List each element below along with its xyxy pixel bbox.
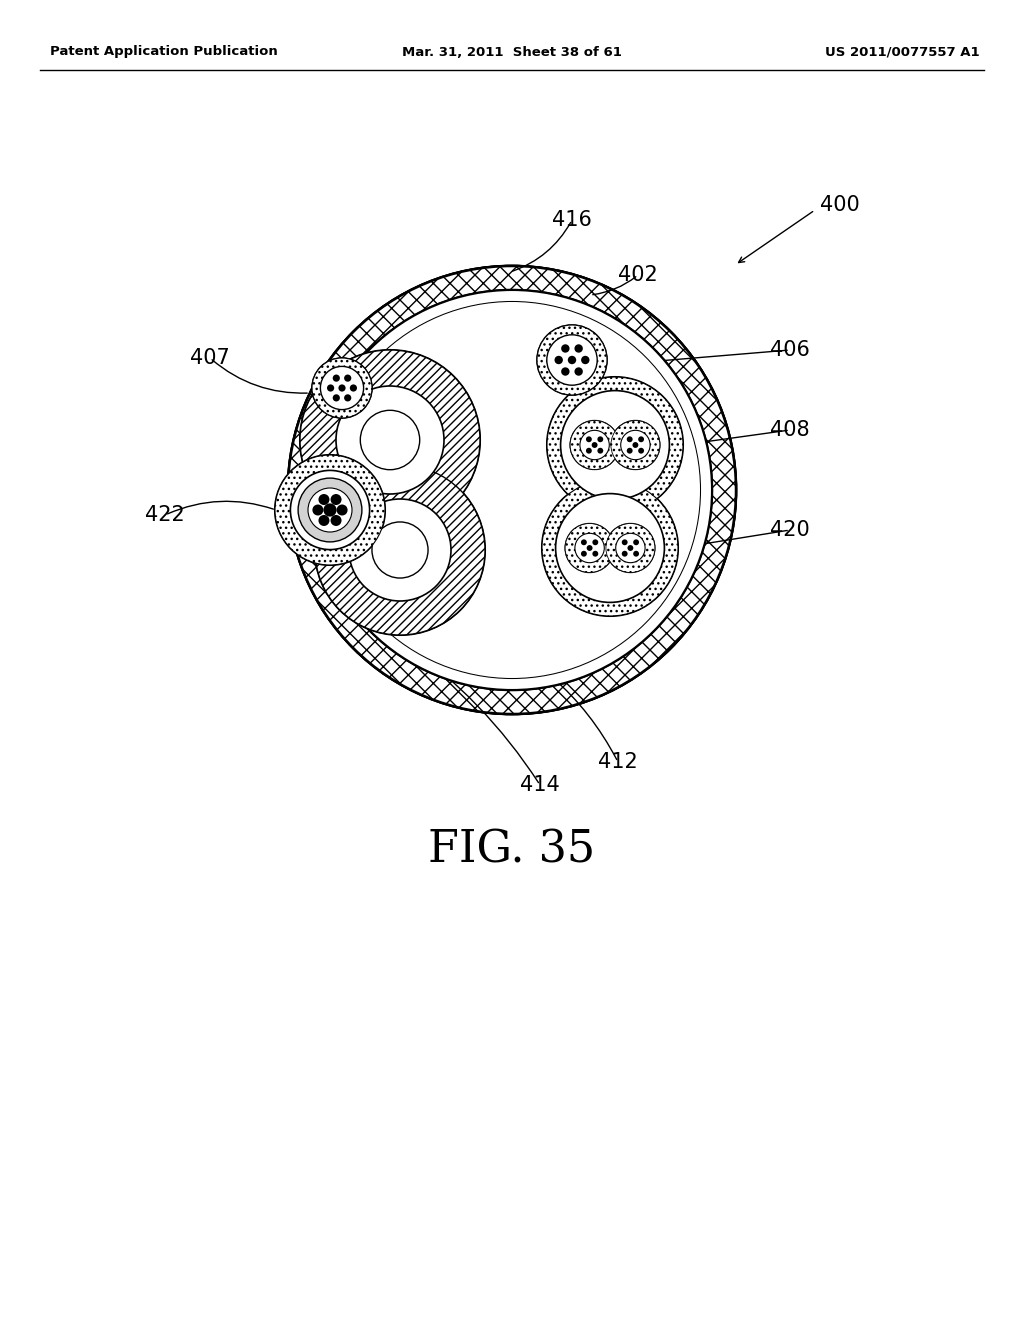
Circle shape (344, 395, 351, 401)
Circle shape (275, 455, 385, 565)
Circle shape (592, 550, 598, 557)
Circle shape (628, 545, 633, 550)
Text: 400: 400 (820, 195, 860, 215)
Circle shape (621, 430, 650, 459)
Circle shape (324, 302, 700, 678)
Circle shape (570, 421, 620, 470)
Circle shape (592, 540, 598, 545)
Circle shape (312, 290, 712, 690)
Circle shape (565, 524, 614, 573)
Circle shape (615, 533, 645, 562)
Text: 408: 408 (770, 420, 810, 440)
Circle shape (581, 540, 587, 545)
Circle shape (638, 437, 644, 442)
Circle shape (288, 267, 736, 714)
Text: Mar. 31, 2011  Sheet 38 of 61: Mar. 31, 2011 Sheet 38 of 61 (402, 45, 622, 58)
Circle shape (574, 367, 583, 376)
Circle shape (547, 378, 683, 513)
Circle shape (622, 550, 628, 557)
Circle shape (315, 465, 485, 635)
Circle shape (360, 411, 420, 470)
Circle shape (312, 504, 324, 516)
Circle shape (537, 325, 607, 395)
Circle shape (574, 345, 583, 352)
Circle shape (633, 442, 638, 447)
Circle shape (597, 447, 603, 454)
Circle shape (324, 503, 337, 516)
Circle shape (606, 524, 655, 573)
Circle shape (580, 430, 609, 459)
Circle shape (337, 504, 347, 516)
Circle shape (611, 421, 659, 470)
Text: 412: 412 (598, 752, 638, 772)
Circle shape (291, 470, 370, 549)
Text: 406: 406 (770, 341, 810, 360)
Circle shape (556, 494, 665, 602)
Circle shape (542, 480, 678, 616)
Circle shape (327, 384, 334, 392)
Circle shape (300, 350, 480, 531)
Circle shape (587, 545, 593, 550)
Circle shape (555, 356, 563, 364)
Text: 420: 420 (770, 520, 810, 540)
Circle shape (567, 356, 577, 364)
Circle shape (565, 524, 614, 573)
Circle shape (633, 550, 639, 557)
Text: 422: 422 (145, 506, 185, 525)
Circle shape (312, 290, 712, 690)
Circle shape (586, 447, 592, 454)
Circle shape (324, 302, 700, 678)
Circle shape (606, 524, 655, 573)
Text: 402: 402 (618, 265, 657, 285)
Circle shape (300, 350, 480, 531)
Circle shape (344, 375, 351, 381)
Circle shape (622, 540, 628, 545)
Circle shape (312, 358, 372, 418)
Text: 416: 416 (552, 210, 592, 230)
Circle shape (581, 356, 590, 364)
Circle shape (318, 494, 330, 506)
Circle shape (331, 515, 342, 525)
Text: 407: 407 (190, 348, 229, 368)
Circle shape (321, 367, 364, 409)
Circle shape (638, 447, 644, 454)
Text: US 2011/0077557 A1: US 2011/0077557 A1 (825, 45, 980, 58)
Circle shape (611, 421, 659, 470)
Circle shape (561, 345, 569, 352)
Circle shape (333, 395, 340, 401)
Circle shape (288, 267, 736, 714)
Circle shape (338, 384, 346, 392)
Circle shape (581, 550, 587, 557)
Circle shape (372, 521, 428, 578)
Circle shape (333, 375, 340, 381)
Text: Patent Application Publication: Patent Application Publication (50, 45, 278, 58)
Circle shape (560, 391, 670, 499)
Circle shape (542, 480, 678, 616)
Circle shape (547, 335, 597, 385)
Circle shape (597, 437, 603, 442)
Circle shape (349, 499, 451, 601)
Circle shape (308, 488, 352, 532)
Circle shape (315, 465, 485, 635)
Text: FIG. 35: FIG. 35 (428, 829, 596, 871)
Circle shape (331, 494, 342, 506)
Circle shape (627, 437, 633, 442)
Circle shape (633, 540, 639, 545)
Circle shape (336, 385, 444, 494)
Circle shape (574, 533, 604, 562)
Circle shape (312, 358, 372, 418)
Circle shape (298, 478, 361, 543)
Circle shape (592, 442, 598, 447)
Circle shape (570, 421, 620, 470)
Circle shape (537, 325, 607, 395)
Circle shape (547, 378, 683, 513)
Circle shape (586, 437, 592, 442)
Text: 414: 414 (520, 775, 560, 795)
Circle shape (275, 455, 385, 565)
Circle shape (288, 267, 736, 714)
Circle shape (350, 384, 357, 392)
Circle shape (318, 515, 330, 525)
Circle shape (561, 367, 569, 376)
Circle shape (627, 447, 633, 454)
